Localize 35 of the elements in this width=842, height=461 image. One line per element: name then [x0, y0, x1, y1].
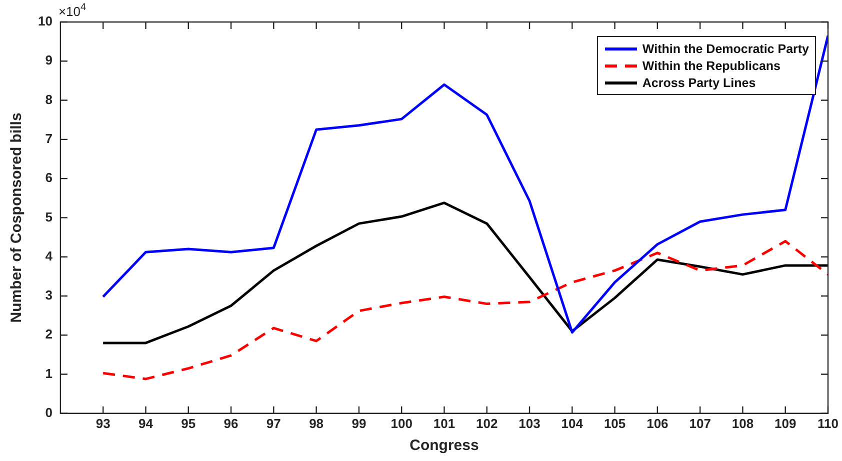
- legend-label: Within the Republicans: [642, 58, 780, 72]
- x-tick-label: 94: [138, 416, 154, 431]
- y-tick-label: 7: [45, 131, 52, 146]
- x-tick-label: 102: [476, 416, 498, 431]
- x-tick-label: 97: [266, 416, 281, 431]
- x-tick-label: 108: [732, 416, 754, 431]
- x-tick-label: 93: [96, 416, 110, 431]
- x-tick-label: 106: [646, 416, 668, 431]
- y-tick-label: 0: [45, 404, 52, 420]
- x-tick-label: 100: [390, 416, 412, 431]
- x-tick-label: 98: [309, 416, 324, 431]
- x-tick-label: 110: [818, 416, 838, 431]
- x-tick-label: 104: [561, 416, 584, 431]
- y-axis-title: Number of Cosponsored bills: [8, 112, 26, 323]
- y-tick-label: 10: [38, 14, 52, 29]
- x-tick-label: 105: [604, 416, 626, 431]
- y-tick-label: 8: [45, 92, 52, 107]
- x-tick-label: 101: [433, 416, 456, 431]
- x-tick-label: 95: [181, 416, 196, 431]
- x-axis-title: Congress: [410, 437, 479, 454]
- line-series: [102, 240, 828, 380]
- x-tick-label: 99: [352, 416, 366, 431]
- y-tick-label: 6: [45, 170, 52, 186]
- x-tick-label: 96: [224, 416, 238, 431]
- y-tick-label: 3: [45, 288, 52, 303]
- legend-label: Across Party Lines: [642, 76, 756, 90]
- y-tick-label: 1: [45, 366, 52, 381]
- x-tick-label: 103: [518, 416, 540, 431]
- y-tick-label: 2: [45, 326, 52, 342]
- x-tick-label: 107: [689, 416, 711, 431]
- y-tick-label: 5: [45, 209, 52, 224]
- y-tick-label: 4: [45, 248, 54, 264]
- y-tick-label: 9: [45, 52, 52, 68]
- legend-label: Within the Democratic Party: [642, 42, 809, 56]
- x-tick-label: 109: [774, 416, 796, 431]
